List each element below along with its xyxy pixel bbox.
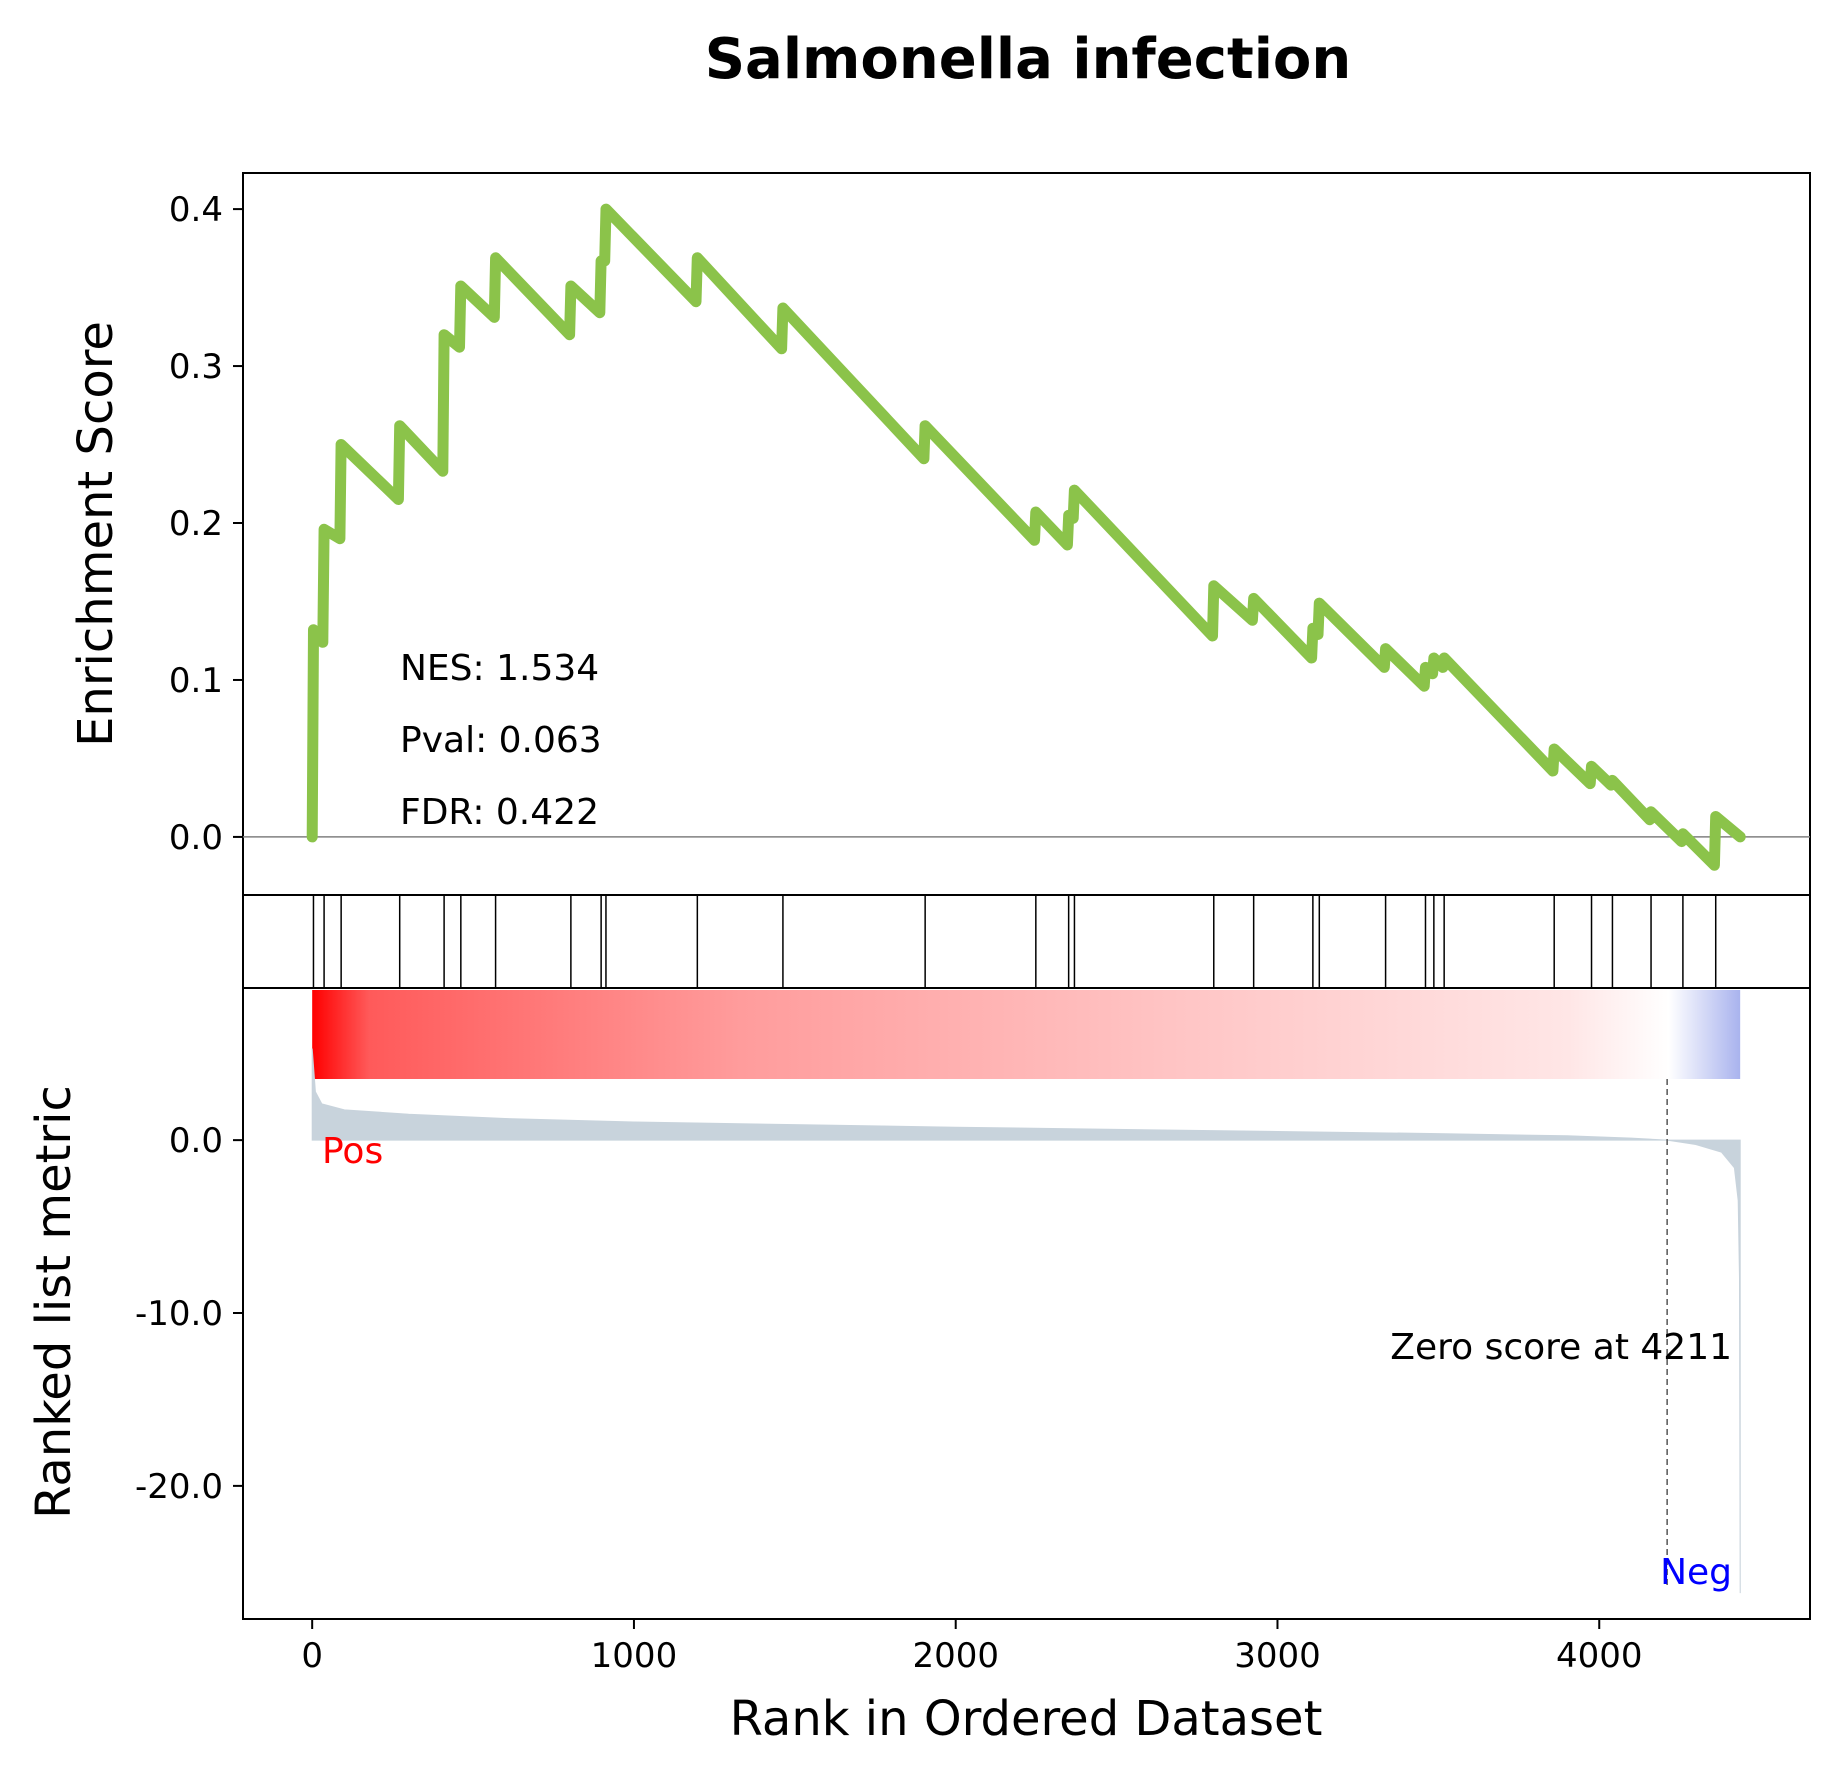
ranked-metric-area [311, 1048, 1741, 1594]
rank-y-tick-label: 0.0 [169, 1121, 223, 1161]
zero-score-text: Zero score at 4211 [1390, 1327, 1732, 1368]
rank-y-tick-label: -10.0 [135, 1294, 223, 1334]
x-tick-label: 0 [301, 1636, 323, 1676]
hits-panel-frame [242, 894, 1811, 989]
rank-panel-frame [242, 987, 1811, 1620]
neg-label: Neg [1660, 1552, 1732, 1593]
pval-stat: Pval: 0.063 [400, 720, 602, 761]
y-axis-label-rank: Ranked list metric [26, 1085, 82, 1519]
x-tick-label: 4000 [1556, 1636, 1643, 1676]
x-tick-label: 1000 [591, 1636, 678, 1676]
fdr-stat: FDR: 0.422 [400, 792, 599, 833]
es-curve [306, 203, 1746, 871]
es-y-tick-label: 0.3 [169, 347, 223, 387]
es-y-tick-label: 0.4 [169, 190, 223, 230]
x-axis-label: Rank in Ordered Dataset [730, 1691, 1323, 1747]
x-tick-label: 3000 [1234, 1636, 1321, 1676]
pos-label: Pos [322, 1131, 383, 1172]
es-y-tick-label: 0.1 [169, 661, 223, 701]
rank-y-tick-label: -20.0 [135, 1467, 223, 1507]
es-y-tick-label: 0.0 [169, 818, 223, 858]
x-tick-label: 2000 [912, 1636, 999, 1676]
rank-color-bar [312, 990, 1741, 1079]
nes-stat: NES: 1.534 [400, 648, 599, 689]
y-axis-label-es: Enrichment Score [68, 321, 124, 747]
es-y-tick-label: 0.2 [169, 504, 223, 544]
chart-title: Salmonella infection [705, 27, 1352, 92]
